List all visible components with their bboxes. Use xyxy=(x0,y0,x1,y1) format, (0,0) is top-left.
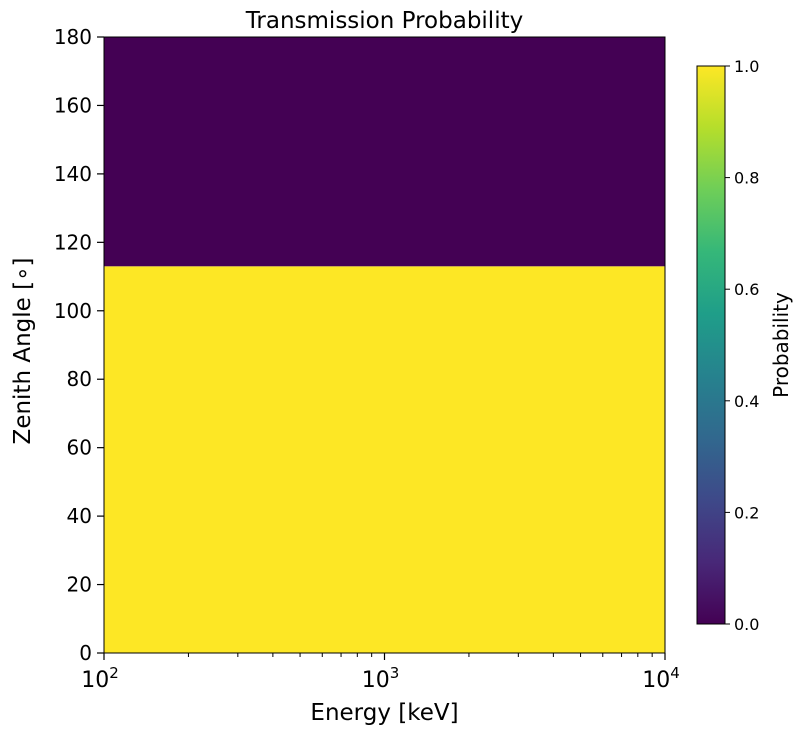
x-axis-label: Energy [keV] xyxy=(310,700,458,726)
heatmap-cell-0 xyxy=(104,266,665,653)
colorbar-tick-label: 0.6 xyxy=(734,280,759,299)
y-tick-label: 120 xyxy=(54,230,92,254)
y-tick-label: 60 xyxy=(67,436,92,460)
y-axis: 0 20 40 60 80 100 120 140 160 180 xyxy=(54,25,104,665)
y-tick-label: 100 xyxy=(54,299,92,323)
colorbar-tick-label: 0.0 xyxy=(734,615,759,634)
x-tick-label: 102 xyxy=(81,664,119,693)
y-tick-label: 180 xyxy=(54,25,92,49)
y-axis-label: Zenith Angle [∘] xyxy=(10,258,36,445)
chart-title: Transmission Probability xyxy=(245,8,523,34)
x-axis: 102 103 104 xyxy=(81,653,680,693)
y-tick-label: 40 xyxy=(67,504,92,528)
x-tick-label: 104 xyxy=(642,664,680,693)
colorbar-tick-label: 0.2 xyxy=(734,503,759,522)
colorbar-tick-label: 0.4 xyxy=(734,392,759,411)
y-tick-label: 80 xyxy=(67,367,92,391)
colorbar-gradient xyxy=(696,65,726,625)
colorbar: 0.0 0.2 0.4 0.6 0.8 1.0 Probability xyxy=(696,57,793,634)
heatmap-cell-1 xyxy=(104,37,665,267)
heatmap-cells xyxy=(104,37,665,653)
colorbar-tick-label: 1.0 xyxy=(734,57,759,76)
colorbar-tick-label: 0.8 xyxy=(734,169,759,188)
y-tick-label: 140 xyxy=(54,162,92,186)
colorbar-ticks: 0.0 0.2 0.4 0.6 0.8 1.0 xyxy=(725,57,759,634)
x-tick-label: 103 xyxy=(362,664,400,693)
y-tick-label: 0 xyxy=(79,641,92,665)
y-tick-label: 160 xyxy=(54,93,92,117)
colorbar-label: Probability xyxy=(769,292,793,398)
y-tick-label: 20 xyxy=(67,573,92,597)
